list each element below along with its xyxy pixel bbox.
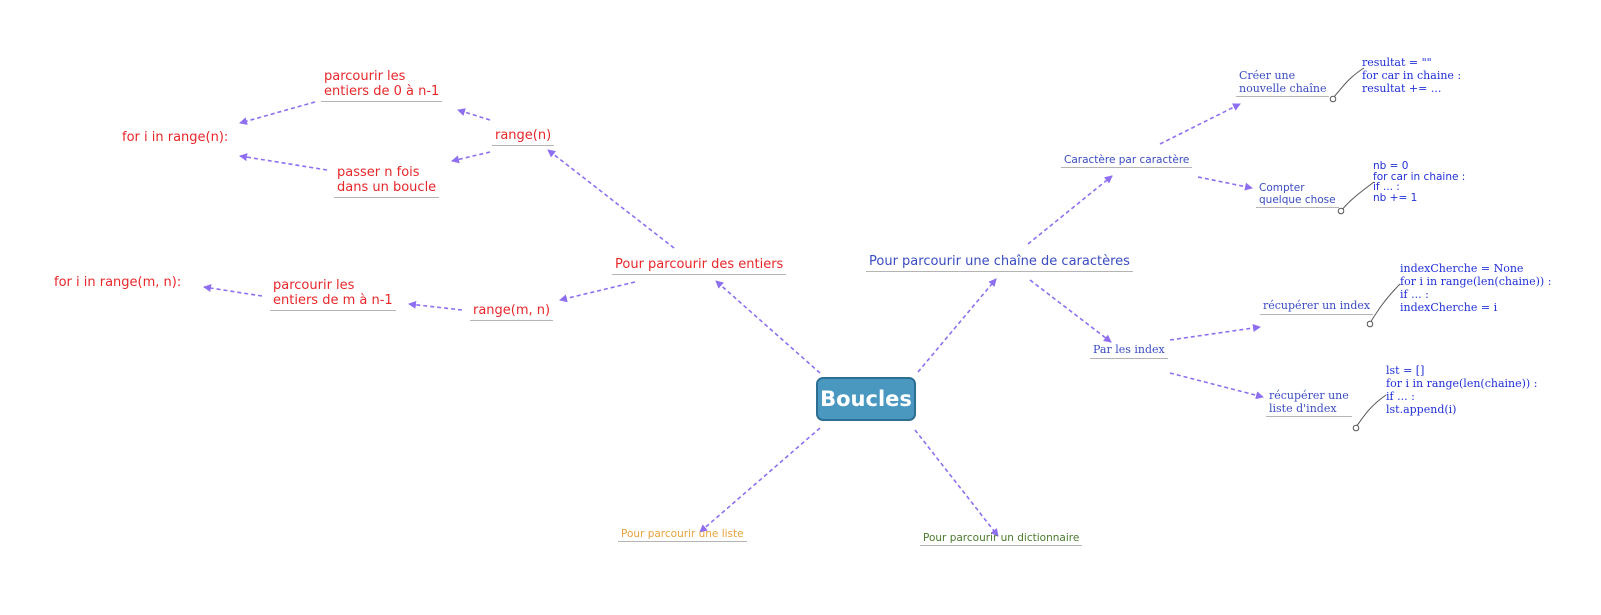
arrow-index-liste — [1169, 372, 1264, 400]
anchor-dot — [1329, 95, 1337, 103]
connector-liste-code — [1355, 394, 1387, 428]
node-par-index[interactable]: Par les index — [1090, 343, 1168, 359]
arrow-center-chaine — [917, 278, 997, 373]
arrow-chaine-index — [1029, 279, 1112, 343]
arrow-range-n-b — [451, 151, 491, 164]
code-line: for car in chaine : — [1373, 170, 1466, 183]
connector-compter-code — [1340, 181, 1375, 212]
line: dans un boucle — [337, 179, 437, 195]
code-line: for i in range(len(chaine)) : — [1386, 377, 1538, 390]
code-line: nb = 0 — [1373, 160, 1409, 172]
node-compter[interactable]: Compter quelque chose — [1256, 182, 1339, 209]
arrow-entiers-range-mn — [559, 281, 636, 303]
node-recup-index[interactable]: récupérer un index — [1260, 299, 1374, 315]
arrow-center-dict — [914, 429, 999, 537]
anchor-dot — [1337, 207, 1345, 215]
node-range-n-parcourir[interactable]: parcourir les entiers de 0 à n-1 — [321, 69, 443, 102]
line: parcourir les — [273, 278, 355, 293]
code-nouvelle: resultat = "" for car in chaine : result… — [1362, 56, 1461, 95]
line: passer n fois — [337, 165, 420, 180]
center-node[interactable]: Boucles — [816, 377, 916, 421]
arrow-center-liste — [699, 427, 821, 533]
node-caractere[interactable]: Caractère par caractère — [1061, 154, 1193, 169]
code-line: for i in range(len(chaine)) : — [1400, 275, 1552, 288]
connector-nouvelle-code — [1332, 67, 1365, 99]
line: entiers de 0 à n-1 — [324, 83, 440, 99]
arrow-range-mn-a — [408, 300, 463, 311]
arrow-car-nouvelle — [1159, 103, 1241, 145]
line: parcourir les — [324, 69, 406, 84]
code-line: lst = [] — [1386, 364, 1425, 377]
code-line: if ... : — [1400, 288, 1429, 301]
node-range-n[interactable]: range(n) — [492, 128, 555, 146]
anchor-dot — [1352, 424, 1360, 432]
node-recup-liste[interactable]: récupérer une liste d'index — [1266, 389, 1352, 418]
line: récupérer une — [1269, 389, 1349, 402]
code-line: for car in chaine : — [1362, 69, 1462, 82]
node-liste[interactable]: Pour parcourir une liste — [618, 528, 747, 543]
node-range-mn[interactable]: range(m, n) — [470, 303, 554, 321]
arrow-car-compter — [1197, 176, 1253, 191]
arrow-b-for — [239, 153, 328, 171]
node-range-mn-parcourir[interactable]: parcourir les entiers de m à n-1 — [270, 278, 396, 311]
arrow-chaine-car — [1027, 175, 1113, 245]
line: Compter — [1259, 182, 1305, 194]
arrow-center-entiers — [715, 280, 821, 374]
line: Créer une — [1239, 69, 1296, 82]
code-compter: nb = 0 for car in chaine : if ... : nb +… — [1373, 161, 1465, 203]
node-entiers[interactable]: Pour parcourir des entiers — [612, 257, 787, 275]
arrow-range-n-a — [457, 108, 491, 121]
node-chaine[interactable]: Pour parcourir une chaîne de caractères — [866, 254, 1133, 272]
code-line: if ... : — [1386, 390, 1415, 403]
code-line: indexCherche = None — [1400, 262, 1524, 275]
code-recup-index: indexCherche = None for i in range(len(c… — [1400, 262, 1551, 314]
arrow-index-recup — [1169, 324, 1261, 341]
code-line: resultat += ... — [1362, 82, 1442, 95]
anchor-dot — [1366, 320, 1374, 328]
for-range-n: for i in range(n): — [122, 130, 229, 145]
node-dictionnaire[interactable]: Pour parcourir un dictionnaire — [920, 532, 1083, 547]
node-nouvelle-chaine[interactable]: Créer une nouvelle chaîne — [1236, 69, 1330, 98]
code-line: lst.append(i) — [1386, 403, 1457, 416]
code-line: if ... : — [1373, 181, 1400, 193]
arrow-a-for — [239, 101, 316, 125]
code-recup-liste: lst = [] for i in range(len(chaine)) : i… — [1386, 364, 1537, 416]
arrow-mn-a-for — [203, 284, 263, 297]
code-line: resultat = "" — [1362, 56, 1432, 69]
for-range-mn: for i in range(m, n): — [54, 275, 182, 290]
line: liste d'index — [1269, 401, 1337, 415]
code-line: indexCherche = i — [1400, 301, 1498, 314]
node-range-n-passer[interactable]: passer n fois dans un boucle — [334, 165, 440, 198]
line: quelque chose — [1259, 194, 1336, 207]
line: entiers de m à n-1 — [273, 292, 393, 308]
line: nouvelle chaîne — [1239, 81, 1327, 95]
arrow-entiers-range-n — [547, 149, 675, 249]
code-line: nb += 1 — [1373, 191, 1418, 204]
connector-recup-code — [1369, 283, 1401, 324]
